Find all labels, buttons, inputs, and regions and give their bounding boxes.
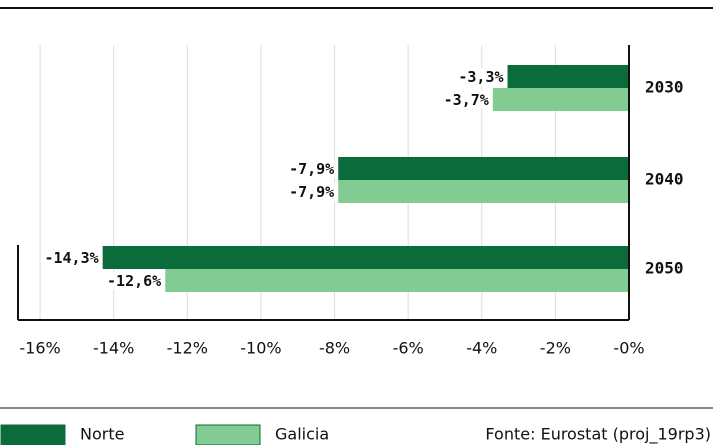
x-tick-label: -14%: [93, 339, 134, 358]
x-tick-label: -8%: [319, 339, 350, 358]
category-label: 2030: [645, 78, 684, 97]
bar: [338, 157, 629, 180]
x-tick-label: -10%: [240, 339, 281, 358]
x-tick-label: -4%: [466, 339, 497, 358]
value-label: -3,7%: [444, 91, 489, 109]
value-label-bg: [105, 272, 164, 290]
bar: [338, 180, 629, 203]
value-label-bg: [441, 91, 491, 109]
x-tick-label: -0%: [613, 339, 644, 358]
legend-label: Galicia: [275, 425, 329, 444]
value-label: -14,3%: [44, 249, 98, 267]
value-label: -7,9%: [289, 183, 334, 201]
bar: [102, 246, 630, 269]
value-label: -3,3%: [458, 68, 503, 86]
bar: [507, 65, 629, 88]
bar: [492, 88, 629, 111]
bar: [165, 269, 629, 292]
category-label: 2040: [645, 170, 684, 189]
x-tick-label: -2%: [540, 339, 571, 358]
value-label: -7,9%: [289, 160, 334, 178]
x-tick-label: -12%: [167, 339, 208, 358]
value-label: -12,6%: [107, 272, 161, 290]
legend-swatch: [0, 424, 66, 445]
value-label-bg: [287, 183, 337, 201]
category-label: 2050: [645, 259, 684, 278]
legend-label: Norte: [80, 425, 124, 444]
source: Fonte: Eurostat (proj_19rp3): [485, 425, 711, 445]
value-label-bg: [456, 68, 506, 86]
x-tick-label: -16%: [19, 339, 60, 358]
legend-swatch: [195, 424, 261, 445]
value-label-bg: [42, 249, 101, 267]
value-label-bg: [287, 160, 337, 178]
x-tick-label: -6%: [393, 339, 424, 358]
